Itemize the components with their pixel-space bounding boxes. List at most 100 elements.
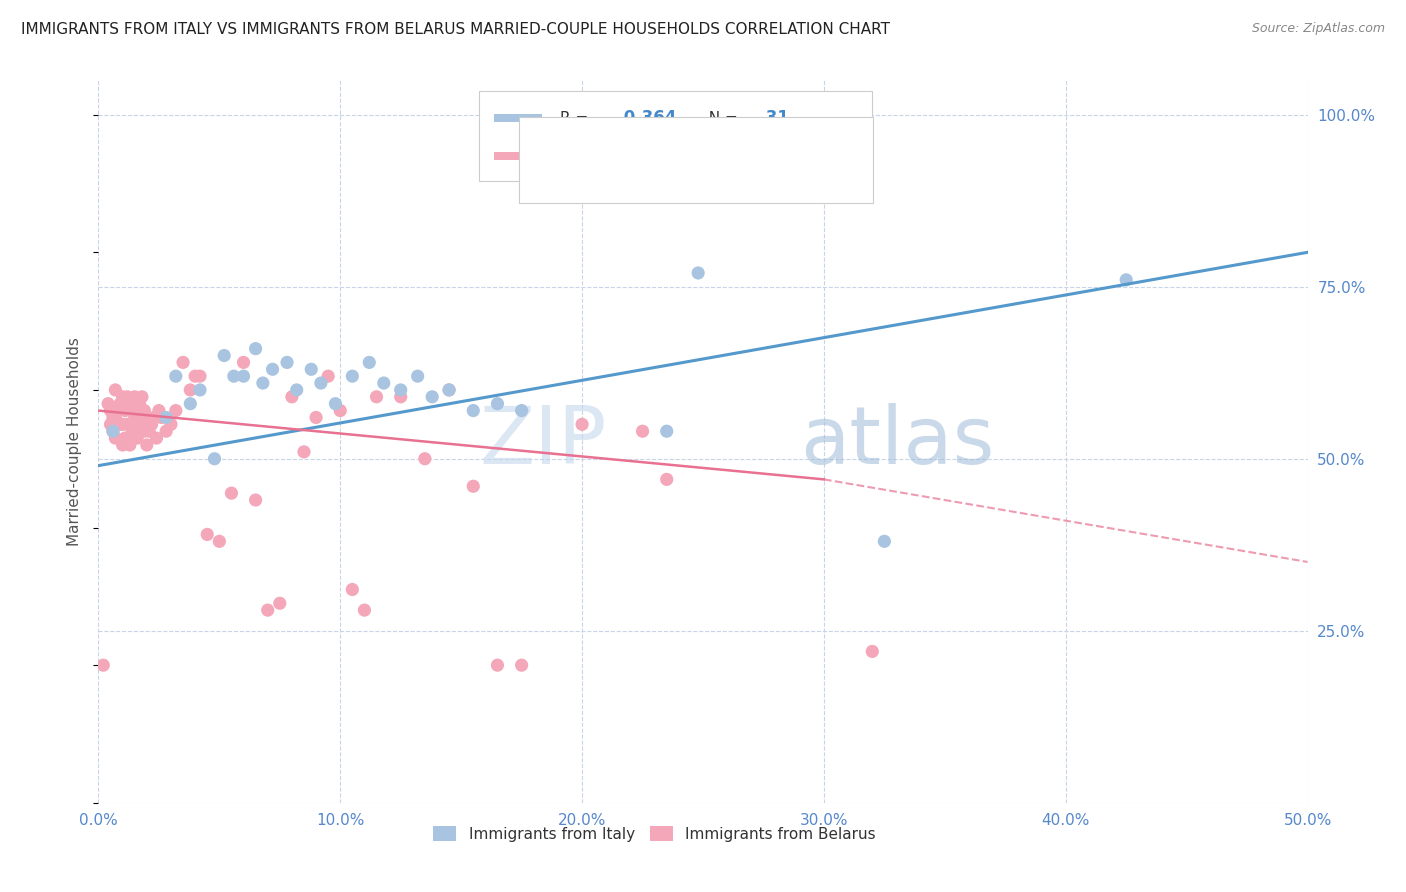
Text: N =: N = xyxy=(699,149,742,163)
Point xyxy=(134,403,156,417)
Point xyxy=(100,417,122,432)
Point xyxy=(104,431,127,445)
Point xyxy=(316,369,339,384)
Point xyxy=(114,431,136,445)
Point xyxy=(145,431,167,445)
Point xyxy=(342,582,364,597)
Point xyxy=(128,397,150,411)
Text: 31: 31 xyxy=(759,109,789,128)
Text: ZIP: ZIP xyxy=(479,402,606,481)
Point xyxy=(252,376,274,390)
Point xyxy=(104,383,127,397)
Point xyxy=(118,397,141,411)
Point xyxy=(114,403,136,417)
Point xyxy=(184,369,207,384)
Point xyxy=(121,403,143,417)
Point xyxy=(463,403,485,417)
Text: Source: ZipAtlas.com: Source: ZipAtlas.com xyxy=(1251,22,1385,36)
Point xyxy=(150,410,173,425)
Point xyxy=(655,472,678,486)
Point xyxy=(389,390,412,404)
Point xyxy=(406,369,429,384)
Point xyxy=(276,355,298,369)
Text: -0.103: -0.103 xyxy=(619,147,678,165)
Point xyxy=(141,417,163,432)
Bar xyxy=(494,114,543,122)
Point xyxy=(135,438,157,452)
Point xyxy=(108,397,131,411)
Point xyxy=(325,397,347,411)
Point xyxy=(101,424,124,438)
Point xyxy=(262,362,284,376)
Point xyxy=(281,390,304,404)
Point xyxy=(373,376,395,390)
Point xyxy=(131,390,153,404)
Point xyxy=(285,383,308,397)
Point xyxy=(104,410,127,425)
Point xyxy=(305,410,328,425)
Point xyxy=(165,403,187,417)
Point xyxy=(208,534,231,549)
Point xyxy=(134,424,156,438)
Text: R =: R = xyxy=(561,111,593,126)
Point xyxy=(117,417,139,432)
Text: R =: R = xyxy=(561,149,593,163)
Text: 74: 74 xyxy=(759,147,789,165)
Point xyxy=(135,410,157,425)
Point xyxy=(437,383,460,397)
Point xyxy=(486,397,509,411)
Point xyxy=(486,658,509,673)
Text: 0.364: 0.364 xyxy=(619,109,676,128)
Point xyxy=(155,424,177,438)
Point xyxy=(127,403,149,417)
Point xyxy=(124,410,146,425)
Legend: Immigrants from Italy, Immigrants from Belarus: Immigrants from Italy, Immigrants from B… xyxy=(426,819,883,849)
Text: atlas: atlas xyxy=(800,402,994,481)
Point xyxy=(124,390,146,404)
Point xyxy=(342,369,364,384)
Point xyxy=(100,403,122,417)
Point xyxy=(121,424,143,438)
Point xyxy=(309,376,332,390)
Point xyxy=(165,369,187,384)
Point xyxy=(111,438,134,452)
Bar xyxy=(494,152,543,161)
Bar xyxy=(479,91,872,181)
Point xyxy=(299,362,322,376)
Point xyxy=(631,424,654,438)
Point xyxy=(204,451,226,466)
Point xyxy=(245,493,267,508)
Point xyxy=(571,417,593,432)
Point xyxy=(212,349,235,363)
Point xyxy=(138,424,160,438)
Y-axis label: Married-couple Households: Married-couple Households xyxy=(67,337,83,546)
Point xyxy=(222,369,245,384)
Point xyxy=(873,534,896,549)
Point xyxy=(245,342,267,356)
Point xyxy=(463,479,485,493)
Point xyxy=(195,527,218,541)
Point xyxy=(188,369,211,384)
Point xyxy=(420,390,443,404)
Point xyxy=(160,417,183,432)
Point xyxy=(366,390,388,404)
Point xyxy=(97,397,120,411)
Point xyxy=(269,596,291,610)
Text: IMMIGRANTS FROM ITALY VS IMMIGRANTS FROM BELARUS MARRIED-COUPLE HOUSEHOLDS CORRE: IMMIGRANTS FROM ITALY VS IMMIGRANTS FROM… xyxy=(21,22,890,37)
Point xyxy=(437,383,460,397)
Point xyxy=(1115,273,1137,287)
Point xyxy=(148,403,170,417)
Point xyxy=(232,355,254,369)
Point xyxy=(179,397,201,411)
Point xyxy=(860,644,883,658)
Point xyxy=(108,417,131,432)
Point xyxy=(172,355,194,369)
Point xyxy=(101,410,124,425)
Point xyxy=(655,424,678,438)
Point xyxy=(292,445,315,459)
Point xyxy=(389,383,412,397)
Point xyxy=(232,369,254,384)
Point xyxy=(359,355,381,369)
Point xyxy=(256,603,278,617)
Point xyxy=(188,383,211,397)
